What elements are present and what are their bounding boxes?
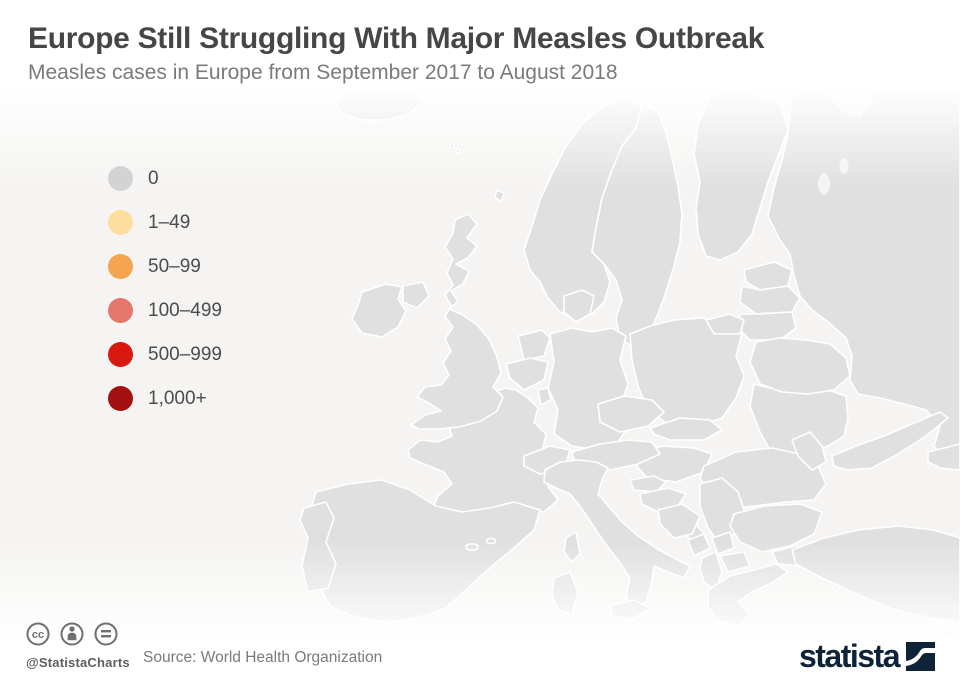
- legend-row-2: 50–99: [108, 254, 222, 279]
- legend-label: 1–49: [148, 211, 191, 233]
- statista-charts-handle: @StatistaCharts: [26, 655, 130, 670]
- legend-label: 500–999: [148, 343, 222, 365]
- creative-commons-icons: cc: [26, 622, 118, 646]
- attribution-icon: [60, 622, 84, 646]
- country-uk-northern-ireland: [402, 281, 430, 309]
- legend-label: 100–499: [148, 299, 222, 321]
- country-belarus: [749, 337, 851, 395]
- country-belgium: [505, 357, 549, 391]
- legend: 0 1–49 50–99 100–499 500–999 1,000+: [108, 166, 222, 430]
- legend-swatch-100-499: [108, 298, 133, 323]
- lake-onega: [839, 158, 849, 174]
- country-netherlands: [517, 329, 551, 361]
- country-france-corsica: [563, 531, 581, 563]
- source-attribution: Source: World Health Organization: [143, 649, 383, 666]
- land-southeast: [937, 625, 960, 651]
- cc-icon: cc: [26, 622, 50, 646]
- svg-text:cc: cc: [32, 629, 44, 641]
- country-lithuania: [737, 311, 797, 341]
- faroe-islands: [448, 143, 455, 150]
- legend-swatch-500-999: [108, 342, 133, 367]
- legend-row-5: 1,000+: [108, 386, 222, 411]
- country-slovenia: [629, 475, 667, 493]
- country-united-kingdom: [410, 213, 504, 430]
- license-block: cc @StatistaCharts: [26, 621, 130, 670]
- legend-label: 50–99: [148, 255, 201, 277]
- no-derivatives-icon: [94, 622, 118, 646]
- country-north-macedonia: [719, 551, 751, 573]
- faroe-islands-2: [455, 148, 461, 154]
- balearic-islands: [465, 542, 479, 551]
- legend-label: 1,000+: [148, 387, 207, 409]
- country-russia-kaliningrad: [705, 313, 745, 335]
- country-czech-republic: [597, 395, 665, 433]
- country-finland: [693, 89, 789, 261]
- page-title: Europe Still Struggling With Major Measl…: [28, 22, 765, 55]
- country-turkey: [791, 525, 960, 623]
- country-uk-shetland: [494, 189, 505, 203]
- country-ireland: [351, 283, 407, 338]
- legend-swatch-0-cases: [108, 166, 133, 191]
- country-italy-sardinia: [551, 571, 579, 615]
- legend-row-0: 0: [108, 166, 222, 191]
- legend-row-1: 1–49: [108, 210, 222, 235]
- legend-row-3: 100–499: [108, 298, 222, 323]
- header: Europe Still Struggling With Major Measl…: [28, 22, 765, 85]
- country-latvia: [739, 285, 801, 315]
- country-slovakia: [649, 417, 723, 441]
- balearic-islands-2: [485, 537, 497, 545]
- statista-logo-text: statista: [798, 637, 901, 674]
- statista-logo-mark: [906, 642, 935, 671]
- lake-ladoga: [818, 173, 830, 195]
- page-subtitle: Measles cases in Europe from September 2…: [28, 61, 618, 84]
- country-ukraine-crimea: [831, 411, 949, 471]
- country-luxembourg: [537, 387, 552, 406]
- legend-swatch-50-99: [108, 254, 133, 279]
- country-moldova: [791, 431, 827, 471]
- country-denmark: [563, 289, 595, 323]
- country-bosnia: [657, 503, 701, 539]
- legend-swatch-1-49: [108, 210, 133, 235]
- country-georgia: [927, 443, 960, 471]
- country-bulgaria: [729, 503, 823, 553]
- statista-logo: statista: [798, 637, 935, 674]
- country-iceland: [335, 83, 423, 121]
- legend-label: 0: [148, 167, 159, 189]
- legend-swatch-1000-plus: [108, 386, 133, 411]
- legend-row-4: 500–999: [108, 342, 222, 367]
